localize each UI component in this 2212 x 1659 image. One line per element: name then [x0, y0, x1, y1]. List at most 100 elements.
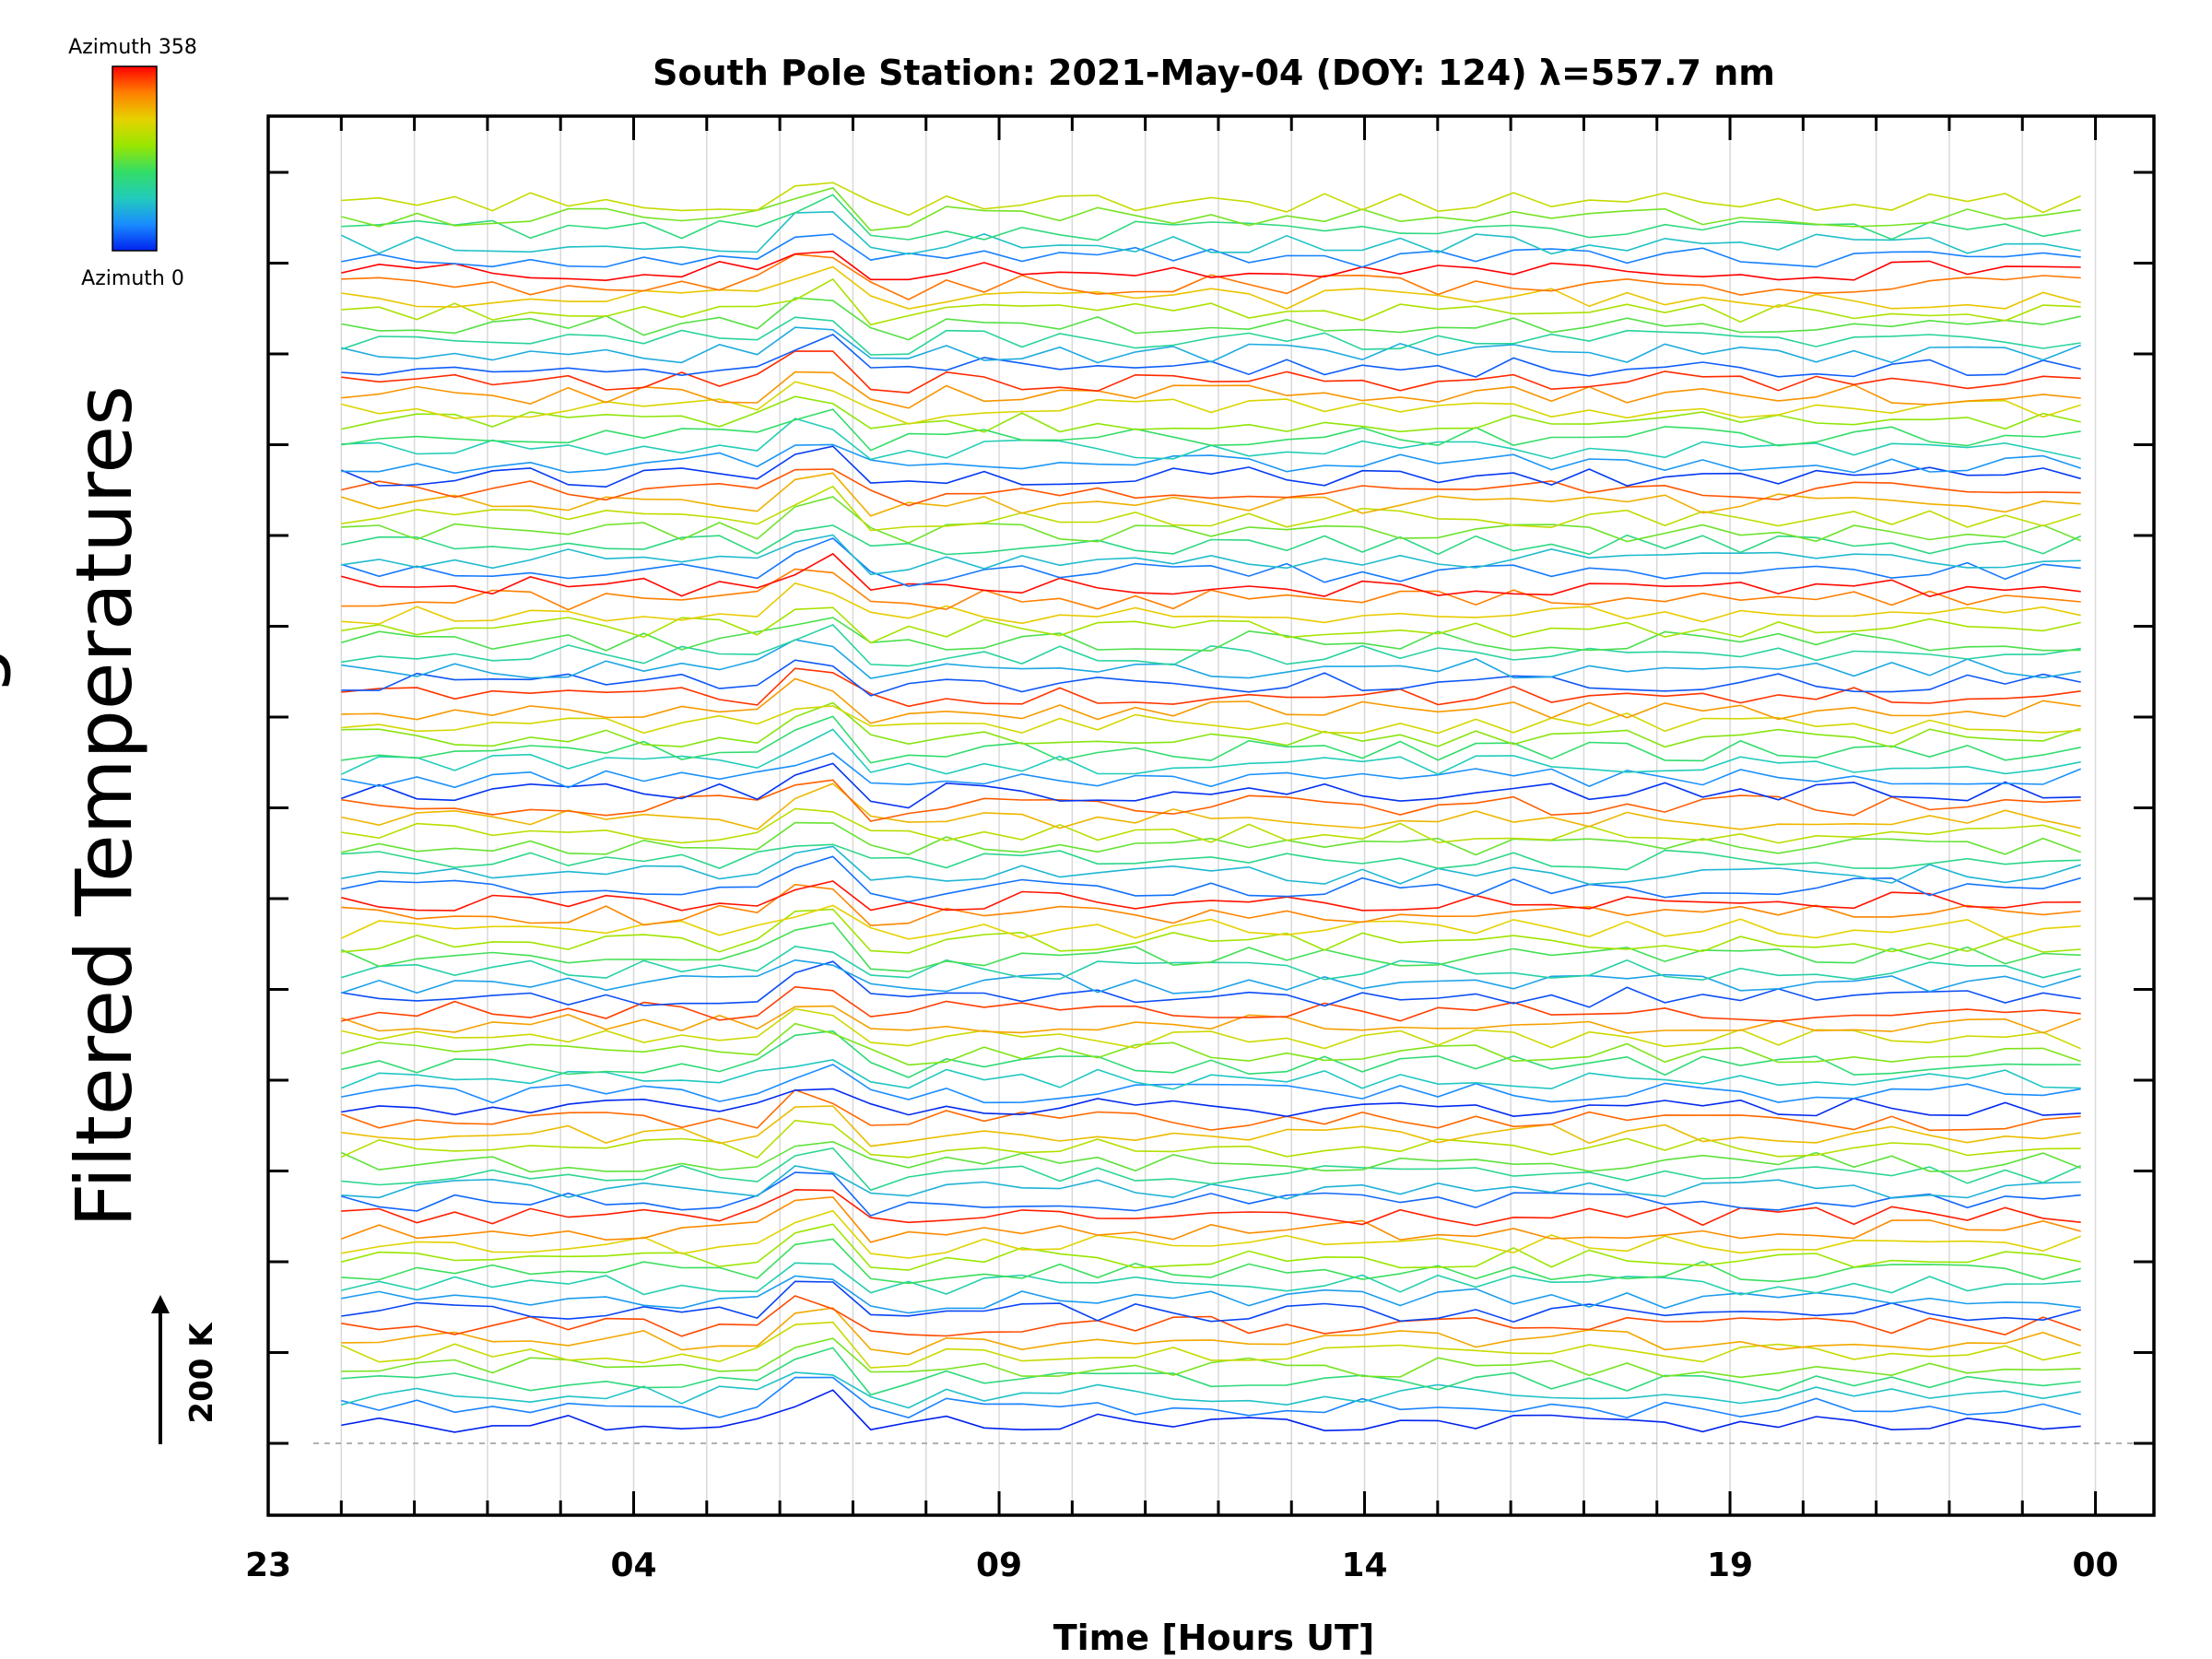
- temperature-trace: [341, 1088, 2081, 1132]
- temperature-trace: [341, 1005, 2081, 1034]
- temperature-trace: [341, 1347, 2081, 1396]
- temperature-trace: [341, 485, 2081, 532]
- temperature-trace: [341, 265, 2081, 310]
- temperature-trace: [341, 752, 2082, 789]
- temperature-trace: [341, 1389, 2081, 1433]
- temperature-trace: [341, 186, 2081, 231]
- temperature-trace: [341, 1030, 2081, 1078]
- temperature-trace: [341, 667, 2081, 708]
- temperature-trace: [341, 418, 2081, 461]
- temperature-trace: [341, 381, 2081, 425]
- temperature-trace: [341, 1064, 2081, 1104]
- temperature-trace: [341, 1262, 2081, 1296]
- temperature-trace: [341, 1105, 2081, 1147]
- temperature-trace: [341, 623, 2081, 667]
- temperature-trace: [341, 1059, 2081, 1090]
- temperature-trace: [341, 1088, 2081, 1118]
- x-tick-labels: 23 04 09 14 19 00: [245, 1547, 2119, 1584]
- temperature-trace: [341, 1147, 2082, 1192]
- temperature-trace: [341, 715, 2081, 764]
- temperature-trace: [341, 333, 2081, 378]
- temperature-trace: [341, 1295, 2081, 1337]
- x-tick-label: 14: [1341, 1547, 1387, 1584]
- temperature-trace: [340, 1140, 2081, 1173]
- scale-arrow: [151, 1295, 170, 1444]
- temperature-trace: [341, 534, 2081, 576]
- temperature-trace: [341, 606, 2081, 644]
- temperature-trace: [341, 1223, 2081, 1271]
- temperature-trace: [341, 959, 2081, 994]
- chart-title: South Pole Station: 2021-May-04 (DOY: 12…: [653, 53, 1775, 93]
- temperature-trace: [341, 1337, 2081, 1379]
- temperature-trace: [341, 472, 2081, 517]
- temperature-trace: [341, 1371, 2081, 1409]
- temperature-trace: [341, 1376, 2081, 1418]
- temperature-trace: [341, 1238, 2081, 1285]
- temperature-trace: [341, 350, 2081, 394]
- x-tick-label: 23: [245, 1547, 291, 1584]
- temperature-trace: [341, 845, 2081, 886]
- temperature-trace: [341, 1275, 2081, 1314]
- temperature-trace: [341, 1209, 2081, 1259]
- temperature-trace: [341, 182, 2082, 217]
- temperature-trace: [341, 782, 2081, 830]
- temperature-trace: [341, 496, 2082, 544]
- colorbar-top-label: Azimuth 358: [68, 36, 197, 59]
- temperature-trace: [341, 908, 2081, 954]
- temperature-trace: [341, 762, 2081, 809]
- plot-frame: [266, 114, 2156, 1517]
- temperature-trace: [340, 210, 2081, 255]
- temperature-trace: [341, 960, 2081, 1008]
- temperature-trace: [340, 445, 2081, 488]
- x-tick-label: 04: [610, 1547, 656, 1584]
- temperature-trace: [341, 250, 2081, 282]
- temperature-trace: [341, 316, 2081, 356]
- temperature-trace: [341, 639, 2081, 679]
- temperature-trace: [341, 253, 2081, 300]
- temperature-trace: [340, 1119, 2081, 1159]
- temperature-trace: [340, 1321, 2081, 1369]
- temperature-trace: [340, 728, 2081, 775]
- temperature-trace: [341, 880, 2081, 912]
- temperature-trace: [341, 408, 2081, 452]
- x-tick-label: 19: [1707, 1547, 1753, 1584]
- temperature-trace: [341, 277, 2081, 326]
- ylabel-partial-left: Filtering: [0, 646, 13, 958]
- temperature-trace: [340, 904, 2081, 940]
- x-axis-label: Time [Hours UT]: [1053, 1618, 1375, 1658]
- temperature-trace: [341, 297, 2081, 341]
- temperature-trace: [341, 883, 2081, 927]
- colorbar-bottom-label: Azimuth 0: [81, 267, 184, 290]
- temperature-traces: [340, 182, 2082, 1433]
- x-tick-label: 09: [976, 1547, 1022, 1584]
- temperature-trace: [341, 1022, 2081, 1066]
- temperature-trace: [341, 617, 2081, 652]
- temperature-trace: [341, 701, 2081, 748]
- temperature-trace: [341, 194, 2081, 241]
- temperature-trace: [341, 779, 2081, 822]
- temperature-trace: [340, 922, 2081, 972]
- temperature-trace: [341, 1188, 2081, 1227]
- scale-arrow-label: 200 K: [183, 1322, 220, 1424]
- x-tick-label: 00: [2073, 1547, 2119, 1584]
- temperature-trace: [341, 443, 2081, 475]
- temperature-trace: [341, 855, 2081, 903]
- temperature-trace: [341, 659, 2081, 697]
- temperature-trace: [341, 537, 2081, 587]
- temperature-trace: [341, 705, 2081, 735]
- y-axis-label: Filtered Temperatures: [59, 385, 149, 1228]
- temperature-trace: [341, 552, 2081, 597]
- temperature-trace: [341, 395, 2081, 433]
- temperature-trace: [341, 524, 2082, 556]
- temperature-trace: [341, 468, 2081, 507]
- temperature-trace: [341, 582, 2081, 625]
- temperature-trace: [341, 326, 2081, 364]
- axis-ticks: [266, 116, 2154, 1515]
- temperature-trace: [341, 843, 2081, 871]
- temperature-trace: [341, 1307, 2081, 1356]
- temperature-trace: [341, 1280, 2081, 1324]
- temperature-trace: [341, 985, 2081, 1022]
- temperature-trace: [341, 807, 2081, 844]
- temperature-trace: [341, 945, 2081, 982]
